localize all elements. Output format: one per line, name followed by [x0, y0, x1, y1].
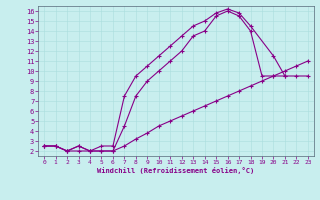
X-axis label: Windchill (Refroidissement éolien,°C): Windchill (Refroidissement éolien,°C) [97, 167, 255, 174]
